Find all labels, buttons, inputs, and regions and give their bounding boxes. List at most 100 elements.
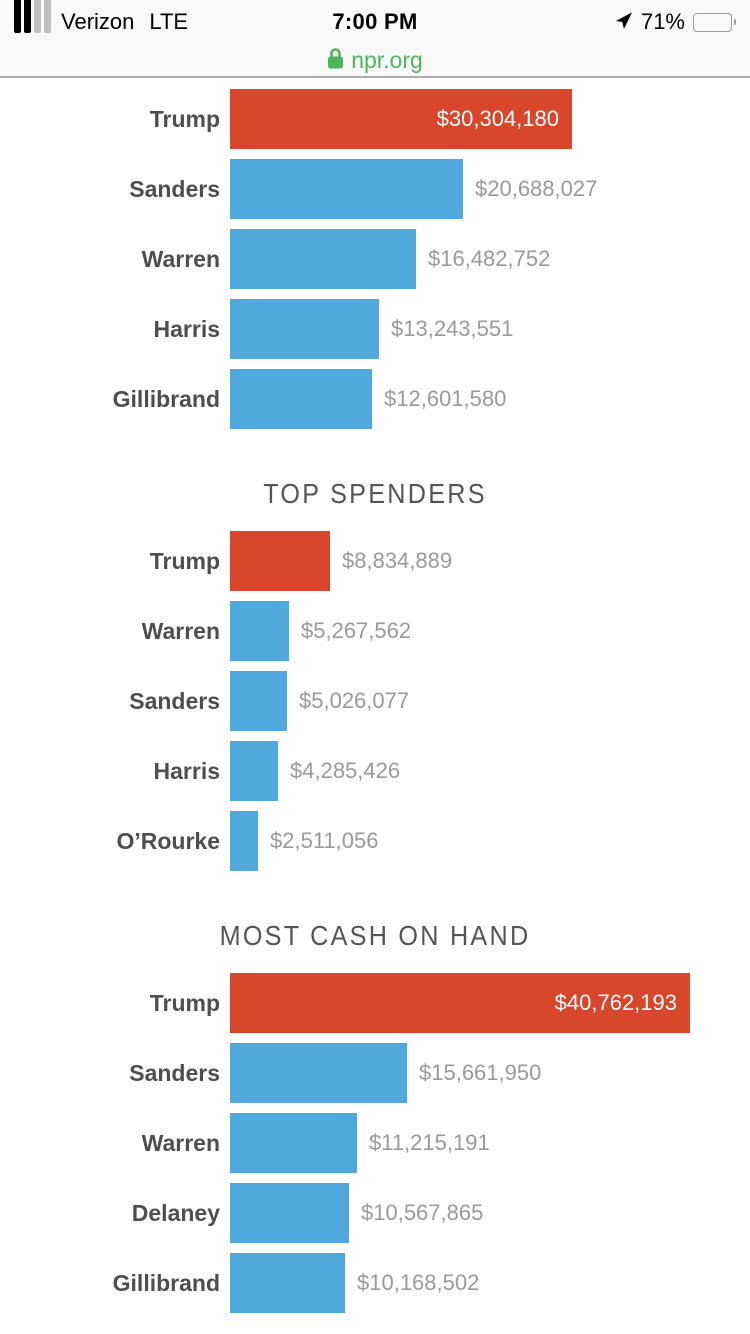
bar-row: Sanders $15,661,950	[0, 1043, 750, 1103]
signal-bar	[44, 0, 51, 33]
bar-track: $5,026,077	[230, 671, 750, 731]
bar-row: Warren $16,482,752	[0, 229, 750, 289]
candidate-label: Sanders	[129, 687, 220, 714]
value-label: $10,168,502	[357, 1270, 480, 1295]
bar-row: Delaney $10,567,865	[0, 1183, 750, 1243]
bar	[230, 741, 278, 801]
bar: $30,304,180	[230, 89, 572, 149]
bar-track: $10,168,502	[230, 1253, 750, 1313]
bar	[230, 811, 258, 871]
bar	[230, 369, 372, 429]
bar-track: $30,304,180	[230, 89, 750, 149]
bar-track: $10,567,865	[230, 1183, 750, 1243]
signal-bar	[24, 0, 31, 33]
bar-row: Gillibrand $10,168,502	[0, 1253, 750, 1313]
value-label: $20,688,027	[475, 176, 598, 201]
bar-track: $12,601,580	[230, 369, 750, 429]
bar	[230, 531, 330, 591]
bar-track: $40,762,193	[230, 973, 750, 1033]
chart-section-fundraising: Trump $30,304,180 Sanders $20,688,027 Warren…	[0, 89, 750, 429]
bar	[230, 671, 287, 731]
value-label: $16,482,752	[428, 246, 551, 271]
bar-row: Trump $40,762,193	[0, 973, 750, 1033]
lock-icon	[327, 47, 344, 75]
bar-track: $11,215,191	[230, 1113, 750, 1173]
value-label: $11,215,191	[369, 1130, 490, 1155]
candidate-label: Warren	[141, 245, 220, 272]
chart-title: TOP SPENDERS	[263, 478, 487, 509]
value-label: $5,026,077	[299, 688, 410, 713]
bar-row: Sanders $5,026,077	[0, 671, 750, 731]
value-label: $4,285,426	[290, 758, 401, 783]
bar-row: Warren $11,215,191	[0, 1113, 750, 1173]
candidate-label: Gillibrand	[112, 1269, 220, 1296]
browser-chrome: Verizon LTE 7:00 PM 71% npr.org	[0, 0, 750, 78]
bar-row: Sanders $20,688,027	[0, 159, 750, 219]
candidate-label: Trump	[149, 989, 220, 1016]
value-label: $10,567,865	[361, 1200, 484, 1225]
bar-row: Warren $5,267,562	[0, 601, 750, 661]
value-label: $13,243,551	[391, 316, 514, 341]
chart-rows: Trump $40,762,193 Sanders $15,661,950 Warren…	[0, 973, 750, 1313]
chart-title: MOST CASH ON HAND	[219, 920, 531, 951]
status-left: Verizon LTE	[14, 0, 189, 35]
bar-track: $5,267,562	[230, 601, 750, 661]
value-label: $12,601,580	[384, 386, 507, 411]
candidate-label: Harris	[153, 315, 220, 342]
network-type-label: LTE	[149, 9, 189, 34]
candidate-label: Trump	[149, 105, 220, 132]
candidate-label: Warren	[141, 1129, 220, 1156]
chart-rows: Trump $8,834,889 Warren $5,267,562 Sanders $5…	[0, 531, 750, 871]
bar: $40,762,193	[230, 973, 690, 1033]
value-label: $30,304,180	[436, 106, 559, 131]
article-graphic: Trump $30,304,180 Sanders $20,688,027 Warren…	[0, 78, 750, 1313]
value-label: $15,661,950	[419, 1060, 542, 1085]
value-label: $5,267,562	[301, 618, 412, 643]
status-right: 71%	[614, 9, 736, 35]
bar	[230, 1253, 345, 1313]
battery-percent-label: 71%	[640, 9, 685, 34]
bar-row: Trump $8,834,889	[0, 531, 750, 591]
location-arrow-icon	[614, 11, 633, 35]
chart-section-cash-on-hand: MOST CASH ON HAND Trump $40,762,193 Sander…	[0, 921, 750, 1313]
candidate-label: Delaney	[131, 1199, 220, 1226]
candidate-label: Sanders	[129, 1059, 220, 1086]
url-domain-label: npr.org	[351, 46, 423, 73]
bar	[230, 1043, 407, 1103]
bar-track: $8,834,889	[230, 531, 750, 591]
signal-bar	[34, 0, 41, 33]
candidate-label: Harris	[153, 757, 220, 784]
url-bar[interactable]: npr.org	[0, 44, 750, 76]
bar	[230, 159, 463, 219]
bar	[230, 229, 416, 289]
bar-track: $13,243,551	[230, 299, 750, 359]
candidate-label: Gillibrand	[112, 385, 220, 412]
candidate-label: Sanders	[129, 175, 220, 202]
signal-strength-icon	[14, 0, 54, 33]
bar-row: Gillibrand $12,601,580	[0, 369, 750, 429]
bar-track: $4,285,426	[230, 741, 750, 801]
signal-bar	[14, 0, 21, 33]
carrier-label: Verizon	[61, 9, 135, 34]
bar-row: Harris $4,285,426	[0, 741, 750, 801]
chart-rows: Trump $30,304,180 Sanders $20,688,027 Warren…	[0, 89, 750, 429]
bar-row: Harris $13,243,551	[0, 299, 750, 359]
candidate-label: Trump	[149, 547, 220, 574]
bar	[230, 601, 289, 661]
bar-row: O’Rourke $2,511,056	[0, 811, 750, 871]
status-bar: Verizon LTE 7:00 PM 71%	[0, 0, 750, 44]
value-label: $8,834,889	[342, 548, 453, 573]
bar-row: Trump $30,304,180	[0, 89, 750, 149]
bar-track: $20,688,027	[230, 159, 750, 219]
bar	[230, 299, 379, 359]
value-label: $2,511,056	[270, 828, 379, 853]
clock-label: 7:00 PM	[332, 9, 418, 34]
bar	[230, 1113, 357, 1173]
chart-section-top-spenders: TOP SPENDERS Trump $8,834,889 Warren $5,267…	[0, 479, 750, 871]
bar-track: $16,482,752	[230, 229, 750, 289]
value-label: $40,762,193	[554, 990, 677, 1015]
bar-track: $2,511,056	[230, 811, 750, 871]
bar-track: $15,661,950	[230, 1043, 750, 1103]
battery-icon	[693, 12, 732, 32]
candidate-label: Warren	[141, 617, 220, 644]
